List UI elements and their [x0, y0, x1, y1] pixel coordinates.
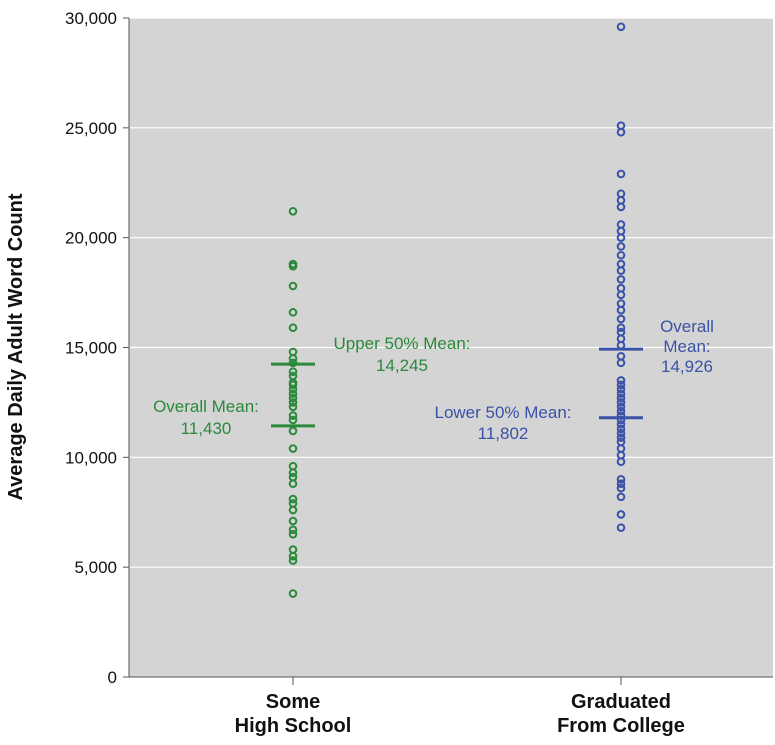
category-label: High School	[235, 715, 352, 737]
data-point	[616, 220, 626, 229]
data-point	[616, 380, 626, 390]
mean-annotation: Lower 50% Mean:	[434, 403, 571, 422]
data-point	[616, 384, 626, 394]
category-label: From College	[557, 715, 685, 737]
mean-annotation: 14,926	[661, 357, 713, 376]
data-point	[288, 415, 298, 425]
data-point	[616, 483, 626, 493]
y-tick-label: 15,000	[65, 339, 117, 358]
mean-annotation: Upper 50% Mean:	[333, 334, 470, 353]
data-point	[616, 351, 626, 361]
data-point	[288, 516, 298, 526]
data-point	[288, 589, 298, 598]
data-point	[288, 472, 298, 482]
data-point	[288, 371, 298, 381]
mean-annotation: 14,245	[376, 356, 428, 375]
data-point	[616, 283, 626, 293]
data-point	[616, 189, 626, 199]
data-point	[616, 389, 626, 398]
data-point	[288, 499, 298, 508]
data-point	[616, 242, 626, 251]
data-point	[288, 367, 298, 376]
data-point	[616, 259, 626, 269]
data-point	[616, 376, 626, 385]
data-point	[616, 393, 626, 403]
data-point	[288, 308, 298, 317]
data-point	[288, 207, 298, 216]
data-point	[288, 411, 298, 420]
data-point	[616, 433, 626, 442]
gridlines	[123, 17, 773, 678]
mean-annotations: Upper 50% Mean: 14,245 Overall Mean: 11,430…	[153, 317, 714, 443]
data-point	[616, 299, 626, 308]
category-label: Graduated	[571, 691, 671, 713]
y-tick-label: 0	[108, 668, 117, 687]
y-tick-label: 30,000	[65, 9, 117, 28]
data-point	[288, 402, 298, 412]
y-tick-label: 5,000	[74, 558, 117, 577]
data-point	[616, 523, 626, 532]
y-axis-label: Average Daily Adult Word Count	[5, 193, 27, 500]
data-point	[288, 393, 298, 403]
data-point	[288, 281, 298, 291]
data-point	[616, 121, 626, 130]
data-point	[616, 327, 626, 337]
data-point	[288, 525, 298, 535]
data-point	[616, 428, 626, 438]
mean-annotation: Mean:	[663, 337, 710, 356]
mean-annotation: 11,430	[181, 419, 232, 438]
data-point	[616, 398, 626, 407]
data-point	[288, 398, 298, 407]
data-point	[616, 275, 626, 284]
data-point	[288, 545, 298, 554]
data-point	[616, 492, 626, 502]
mean-annotation: 11,802	[478, 424, 529, 443]
data-point	[616, 22, 626, 32]
y-tick-labels: 0 5,000 10,000 15,000 20,000 25,000 30,000	[65, 9, 117, 687]
mean-annotation: Overall	[660, 317, 714, 336]
data-point	[616, 510, 626, 519]
data-point	[288, 259, 298, 269]
data-point	[288, 323, 298, 333]
data-point	[288, 556, 298, 565]
data-point	[616, 406, 626, 416]
mean-annotation: Overall Mean:	[153, 397, 259, 416]
data-point	[616, 323, 626, 333]
y-tick-label: 25,000	[65, 119, 117, 138]
y-tick-label: 20,000	[65, 229, 117, 248]
data-point	[616, 402, 626, 412]
data-point	[616, 479, 626, 488]
data-point	[616, 475, 626, 484]
category-label: Some	[266, 691, 320, 713]
data-point	[288, 444, 298, 453]
data-point	[616, 420, 626, 429]
data-point	[288, 461, 298, 471]
data-point	[616, 314, 626, 324]
data-point	[288, 494, 298, 504]
data-point	[616, 437, 626, 447]
data-points	[288, 22, 626, 598]
mean-markers	[271, 347, 643, 428]
data-point	[288, 347, 298, 357]
data-point	[288, 426, 298, 436]
y-tick-label: 10,000	[65, 448, 117, 467]
data-point	[616, 169, 626, 179]
data-point	[288, 389, 298, 398]
data-point	[616, 250, 626, 260]
data-point	[616, 424, 626, 434]
data-point	[288, 529, 298, 539]
